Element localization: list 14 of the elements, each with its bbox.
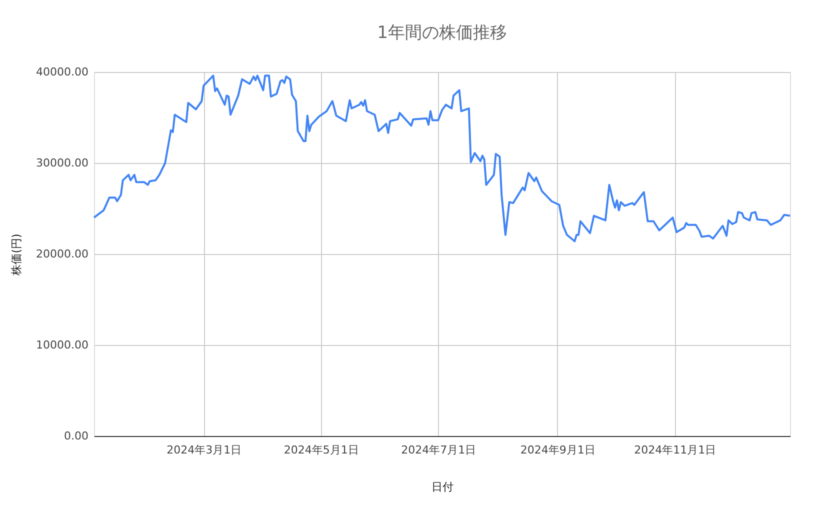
y-tick-label: 30000.00 (36, 156, 88, 170)
x-tick-label: 2024年5月1日 (284, 444, 359, 456)
x-tick-label: 2024年11月1日 (634, 444, 716, 456)
chart-title: 1年間の株価推移 (377, 23, 507, 43)
y-tick-label: 40000.00 (36, 66, 88, 78)
x-tick-label: 2024年3月1日 (166, 444, 242, 456)
line-series (93, 74, 791, 242)
x-tick-label: 2024年9月1日 (520, 444, 596, 456)
x-tick-label: 2024年7月1日 (401, 444, 476, 456)
y-axis-title: 株価(円) (10, 234, 24, 276)
x-axis-title: 日付 (432, 480, 454, 494)
y-tick-label: 0.00 (64, 430, 88, 442)
y-tick-label: 20000.00 (36, 248, 88, 260)
y-tick-label: 10000.00 (36, 338, 88, 352)
